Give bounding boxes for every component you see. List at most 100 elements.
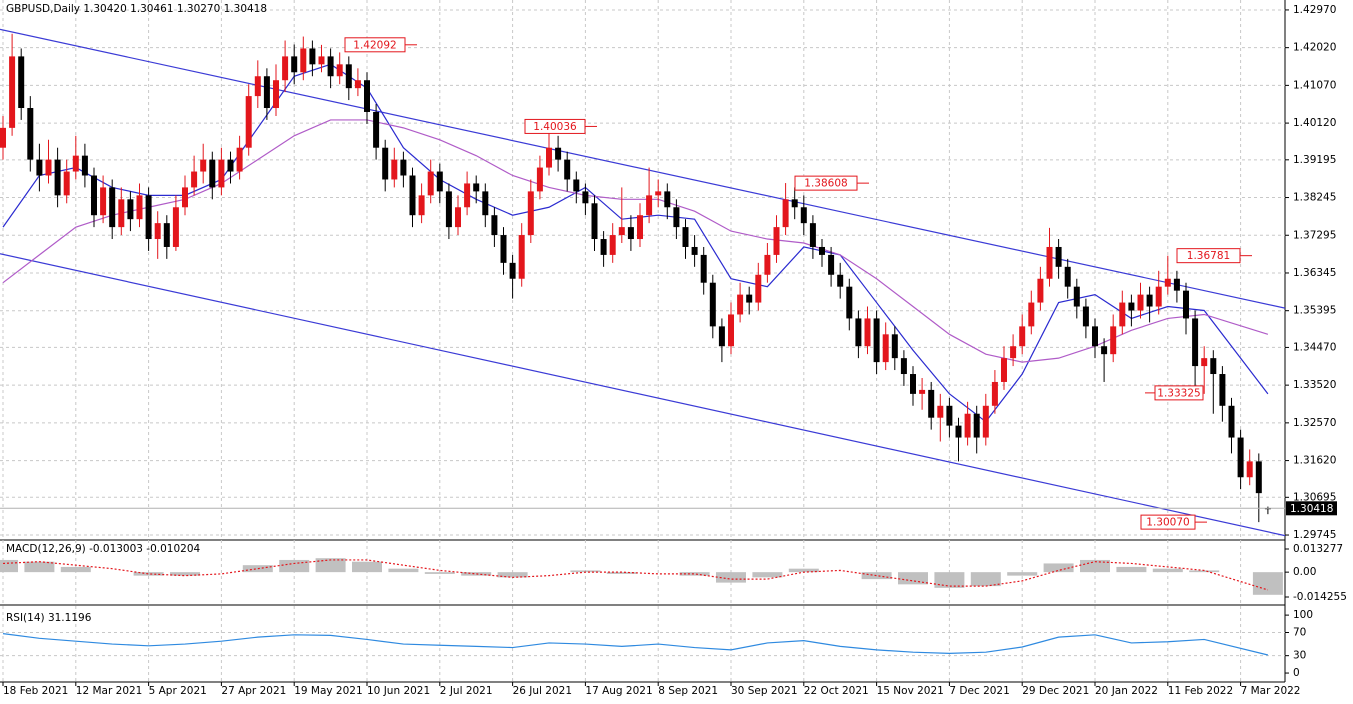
candle-body	[0, 127, 6, 148]
candle-body	[882, 334, 889, 363]
macd-bar	[606, 572, 637, 574]
candle-body	[1210, 358, 1217, 375]
macd-bar	[1116, 566, 1147, 573]
channel-line	[0, 28, 1286, 309]
candle-body	[209, 159, 216, 188]
candle-body	[755, 274, 762, 303]
candle-body	[218, 159, 225, 188]
candle-body	[91, 175, 97, 216]
candle-body	[245, 96, 252, 148]
y-tick-label: 1.41070	[1293, 79, 1336, 91]
macd-bar	[716, 572, 746, 583]
candle-body	[373, 111, 380, 148]
candle-body	[700, 254, 707, 283]
candle-body	[254, 76, 261, 97]
x-tick-label: 17 Aug 2021	[585, 685, 652, 697]
candle-body	[955, 425, 962, 438]
candle-body	[728, 314, 734, 347]
macd-title: MACD(12,26,9) -0.013003 -0.010204	[6, 543, 201, 555]
candle-body	[27, 108, 34, 160]
candle-body	[182, 187, 188, 208]
candle-body	[664, 191, 671, 208]
candle-body	[36, 159, 43, 176]
y-tick-label: 100	[1293, 609, 1313, 621]
x-tick-label: 7 Mar 2022	[1241, 685, 1301, 697]
candle-body	[919, 389, 926, 394]
macd-bar	[861, 572, 892, 580]
candle-body	[928, 389, 935, 418]
candle-body	[673, 207, 680, 228]
price-label: 1.38608	[804, 178, 847, 190]
candle-body	[518, 235, 525, 279]
candle-body	[464, 183, 471, 208]
candle-body	[1101, 346, 1108, 355]
candle-body	[1246, 461, 1253, 478]
chart-title: GBPUSD,Daily 1.30420 1.30461 1.30270 1.3…	[6, 3, 267, 15]
price-label: 1.36781	[1187, 250, 1230, 262]
y-tick-label: 1.38245	[1293, 192, 1336, 204]
macd-bar	[60, 566, 91, 573]
candle-body	[127, 199, 134, 220]
candle-body	[1155, 286, 1162, 307]
y-tick-label: -0.014255	[1293, 591, 1347, 603]
macd-signal	[2, 559, 1269, 591]
y-tick-label: 1.35395	[1293, 305, 1336, 317]
candle-body	[236, 147, 243, 172]
candle-body	[109, 187, 116, 228]
candle-body	[1001, 358, 1007, 382]
candle-body	[591, 203, 598, 240]
candle-body	[18, 56, 25, 109]
candle-body	[54, 159, 61, 196]
candle-body	[627, 227, 634, 240]
candle-body	[746, 294, 753, 303]
x-tick-label: 22 Oct 2021	[804, 685, 869, 697]
candle-body	[637, 215, 643, 240]
candle-body	[491, 215, 498, 236]
candle-body	[546, 147, 552, 168]
y-tick-label: 1.37295	[1293, 229, 1336, 241]
candle-body	[555, 147, 562, 160]
candle-body	[1192, 318, 1199, 367]
macd-bar	[133, 572, 164, 576]
candle-body	[709, 282, 716, 327]
candle-body	[609, 235, 616, 255]
candle-body	[1064, 266, 1071, 287]
candle-body	[63, 171, 70, 196]
candle-body	[737, 294, 744, 315]
candle-body	[364, 80, 370, 112]
x-tick-label: 12 Mar 2021	[76, 685, 143, 697]
x-tick-label: 26 Jul 2021	[513, 685, 572, 697]
y-tick-label: 1.36345	[1293, 267, 1336, 279]
candle-body	[154, 223, 161, 240]
candle-body	[263, 76, 270, 109]
y-tick-label: 1.32570	[1293, 417, 1336, 429]
candle-body	[200, 159, 207, 172]
y-tick-label: 1.29745	[1293, 529, 1336, 541]
candle-body	[1128, 302, 1135, 311]
candle-body	[436, 171, 443, 192]
candle-body	[455, 207, 461, 228]
candle-body	[819, 246, 825, 255]
y-tick-label: 1.31620	[1293, 455, 1336, 467]
macd-bar	[970, 572, 1001, 587]
x-tick-label: 8 Sep 2021	[658, 685, 718, 697]
candle-body	[9, 56, 16, 128]
candle-body	[345, 64, 352, 89]
x-tick-label: 7 Dec 2021	[949, 685, 1009, 697]
candle-body	[81, 155, 88, 176]
candle-body	[273, 80, 279, 109]
macd-bar	[1043, 563, 1074, 573]
candle-body	[973, 413, 980, 438]
candle-body	[336, 64, 343, 77]
macd-bar	[315, 558, 346, 573]
macd-bar	[1252, 572, 1283, 595]
macd-bar	[752, 572, 783, 578]
macd-bar	[679, 572, 710, 576]
candle-body	[418, 195, 425, 216]
x-tick-label: 18 Feb 2021	[3, 685, 68, 697]
macd-bar	[934, 572, 965, 588]
candle-body	[1082, 306, 1089, 327]
candle-body	[964, 413, 971, 438]
candle-body	[646, 195, 653, 216]
